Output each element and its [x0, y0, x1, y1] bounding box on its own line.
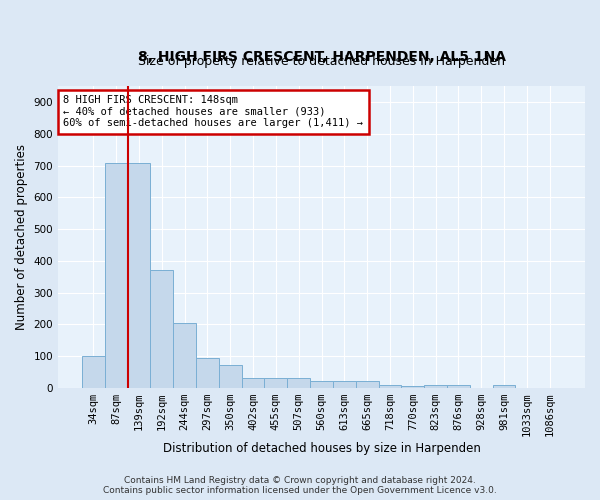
Bar	[493, 386, 515, 388]
Bar	[333, 381, 356, 388]
Bar	[401, 386, 424, 388]
Text: 8 HIGH FIRS CRESCENT: 148sqm
← 40% of detached houses are smaller (933)
60% of s: 8 HIGH FIRS CRESCENT: 148sqm ← 40% of de…	[64, 95, 364, 128]
Bar	[151, 270, 173, 388]
Bar	[196, 358, 219, 388]
Bar	[356, 381, 379, 388]
Y-axis label: Number of detached properties: Number of detached properties	[15, 144, 28, 330]
Bar	[219, 364, 242, 388]
Bar	[173, 322, 196, 388]
Bar	[379, 384, 401, 388]
Title: 8, HIGH FIRS CRESCENT, HARPENDEN, AL5 1NA: 8, HIGH FIRS CRESCENT, HARPENDEN, AL5 1N…	[137, 50, 506, 64]
Bar	[105, 164, 128, 388]
Bar	[424, 384, 447, 388]
Bar	[447, 386, 470, 388]
Text: Size of property relative to detached houses in Harpenden: Size of property relative to detached ho…	[138, 55, 505, 68]
X-axis label: Distribution of detached houses by size in Harpenden: Distribution of detached houses by size …	[163, 442, 481, 455]
Bar	[82, 356, 105, 388]
Bar	[287, 378, 310, 388]
Bar	[242, 378, 265, 388]
Bar	[310, 382, 333, 388]
Text: Contains HM Land Registry data © Crown copyright and database right 2024.
Contai: Contains HM Land Registry data © Crown c…	[103, 476, 497, 495]
Bar	[265, 378, 287, 388]
Bar	[128, 164, 151, 388]
